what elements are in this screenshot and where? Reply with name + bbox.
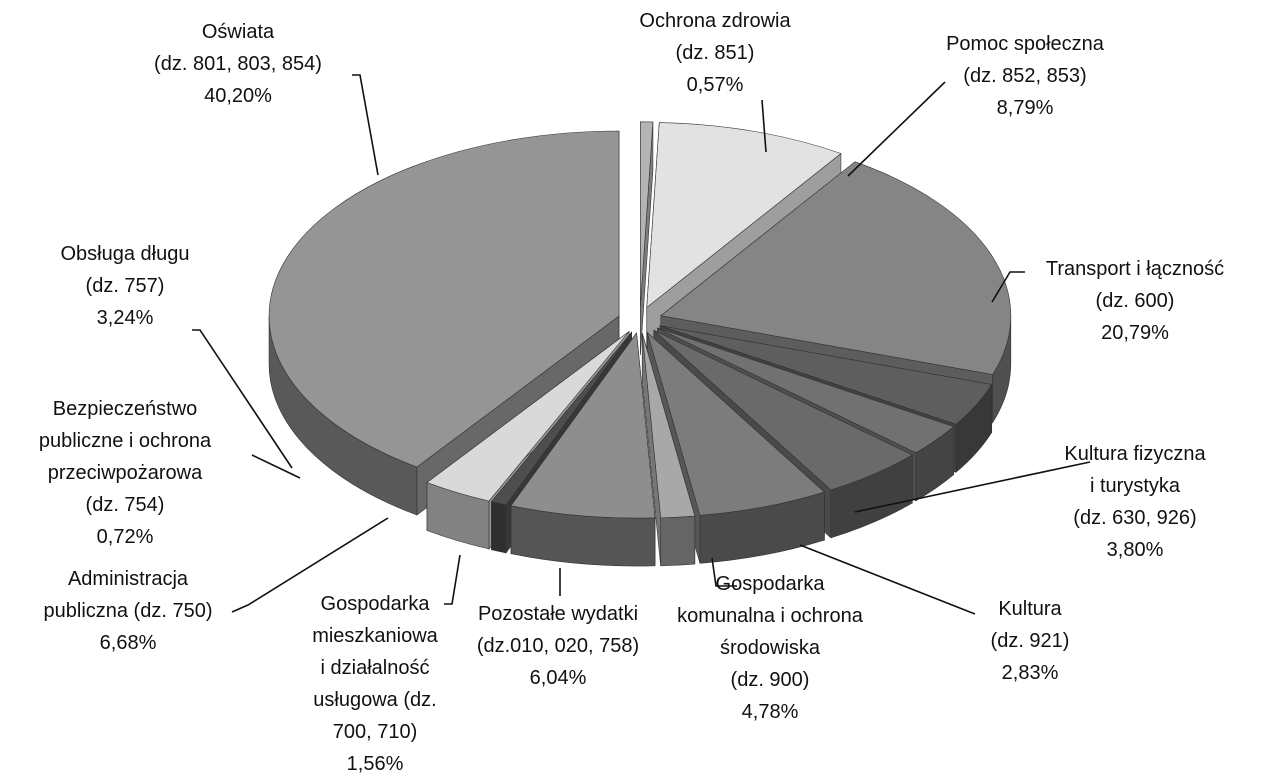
slice-value-label: 2,83% — [1002, 662, 1059, 684]
slice-value-label: 4,78% — [742, 701, 799, 723]
slice-label: Kultura fizyczna i turystyka (dz. 630, 926… — [1064, 443, 1206, 561]
slice — [490, 332, 632, 506]
slice-label-line: (dz.010, 020, 758) — [477, 635, 639, 657]
leader-line — [251, 454, 301, 479]
slice-label: Bezpieczeństwo publiczne i ochrona przeciw… — [39, 398, 212, 548]
slice-label-line: Gospodarka — [716, 573, 826, 595]
slice-label-line: Kultura — [998, 598, 1062, 620]
slice-label-line: komunalna i ochrona — [677, 605, 864, 627]
slice-label-line: Pozostałe wydatki — [478, 603, 638, 625]
slice-group — [641, 333, 696, 567]
slice-label: Administracja publiczna (dz. 750) 6,68% — [44, 568, 213, 654]
slice-side — [491, 501, 507, 554]
slice-value-label: 1,56% — [347, 753, 404, 775]
slice-value-label: 0,57% — [687, 74, 744, 96]
slice-label: Pozostałe wydatki (dz.010, 020, 758) 6,04% — [477, 603, 639, 689]
slice-label: Gospodarka komunalna i ochrona środowiska (… — [677, 573, 864, 723]
slice-value-label: 8,79% — [997, 97, 1054, 119]
slice — [646, 122, 842, 309]
leader-line — [799, 544, 976, 615]
slice-label: Gospodarka mieszkaniowa i działalność usług… — [312, 593, 438, 775]
slice-label-line: i działalność — [321, 657, 430, 679]
slice-group — [510, 332, 656, 567]
slice-group — [640, 121, 654, 355]
leader-line — [192, 329, 293, 469]
slice-label-line: (dz. 757) — [86, 275, 165, 297]
leader-line — [991, 271, 1025, 303]
leader-line — [847, 81, 946, 177]
slice — [646, 331, 825, 516]
slice-label: Ochrona zdrowia (dz. 851) 0,57% — [639, 10, 791, 96]
slice — [641, 333, 696, 519]
slice-label-line: (dz. 900) — [731, 669, 810, 691]
leader-line — [352, 74, 379, 176]
slice-label-line: (dz. 801, 803, 854) — [154, 53, 322, 75]
slice-label: Oświata (dz. 801, 803, 854) 40,20% — [154, 21, 322, 107]
slice-label-line: Pomoc społeczna — [946, 33, 1105, 55]
slice-label-line: Administracja — [68, 568, 189, 590]
leader-line — [761, 99, 767, 153]
slice-label-line: Kultura fizyczna — [1064, 443, 1206, 465]
slice-value-label: 6,04% — [530, 667, 587, 689]
slice — [640, 121, 654, 307]
leader-line — [444, 554, 461, 605]
slice-label-line: Gospodarka — [321, 593, 431, 615]
slice-label: Obsługa długu (dz. 757) 3,24% — [61, 243, 190, 329]
slice-label-line: (dz. 754) — [86, 494, 165, 516]
slice — [426, 331, 630, 502]
leader-line — [854, 461, 1091, 513]
slice-label-line: Transport i łączność — [1046, 258, 1224, 280]
slice-value-label: 6,68% — [100, 632, 157, 654]
slice-label-line: mieszkaniowa — [312, 625, 438, 647]
slice-label-line: środowiska — [720, 637, 821, 659]
slice — [268, 130, 620, 468]
slice-label-line: Ochrona zdrowia — [639, 10, 791, 32]
slice-label-line: przeciwpożarowa — [48, 462, 203, 484]
slice-label-line: usługowa (dz. — [313, 689, 436, 711]
slice-label-line: i turystyka — [1090, 475, 1181, 497]
slice — [657, 327, 955, 454]
slice-value-label: 40,20% — [204, 85, 272, 107]
slice-label-line: Obsługa długu — [61, 243, 190, 265]
slice-label-line: (dz. 600) — [1096, 290, 1175, 312]
slice-value-label: 20,79% — [1101, 322, 1169, 344]
slice-label-line: publiczna (dz. 750) — [44, 600, 213, 622]
slice-label-line: (dz. 630, 926) — [1073, 507, 1196, 529]
slice — [510, 332, 656, 519]
slice-label-line: (dz. 851) — [676, 42, 755, 64]
slice-label-line: publiczne i ochrona — [39, 430, 212, 452]
slice-side — [660, 515, 696, 567]
slice-label-line: Bezpieczeństwo — [53, 398, 198, 420]
slice-label: Transport i łączność (dz. 600) 20,79% — [1046, 258, 1224, 344]
slice-value-label: 3,80% — [1107, 539, 1164, 561]
slice — [660, 161, 1012, 375]
slice-label: Kultura (dz. 921) 2,83% — [991, 598, 1070, 684]
slice — [653, 329, 913, 491]
slice-label-line: Oświata — [202, 21, 275, 43]
slice-value-label: 0,72% — [97, 526, 154, 548]
slice-label-line: (dz. 852, 853) — [963, 65, 1086, 87]
slice — [659, 325, 993, 425]
leader-line — [231, 517, 389, 613]
leader-line — [711, 557, 737, 587]
slice-label-line: (dz. 921) — [991, 630, 1070, 652]
slice-value-label: 3,24% — [97, 307, 154, 329]
slice-label-line: 700, 710) — [333, 721, 418, 743]
slice-label: Pomoc społeczna (dz. 852, 853) 8,79% — [946, 33, 1105, 119]
